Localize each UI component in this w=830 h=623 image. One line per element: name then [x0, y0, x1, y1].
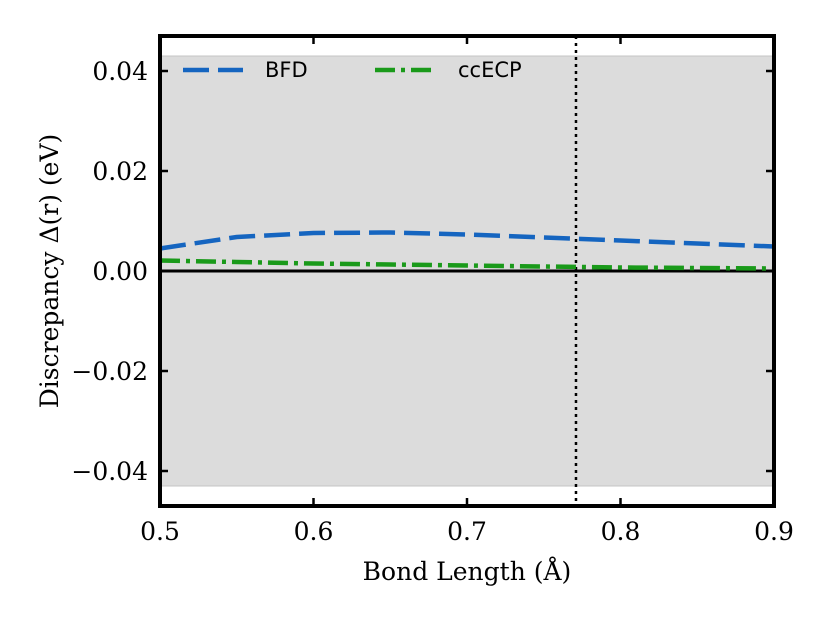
plot-area — [159, 36, 775, 506]
y-tick-label: −0.02 — [71, 357, 148, 386]
series-layer — [159, 230, 775, 271]
y-tick-label: −0.04 — [71, 457, 148, 486]
legend: BFD ccECP — [183, 58, 522, 82]
x-tick-label: 0.7 — [447, 517, 487, 546]
x-axis-title: Bond Length (Å) — [363, 556, 572, 586]
y-axis-title: Discrepancy Δ(r) (eV) — [35, 134, 64, 409]
series-line-bfd — [159, 230, 775, 251]
y-tick-label: 0.00 — [92, 257, 148, 286]
y-tick-label: 0.02 — [92, 157, 148, 186]
y-tick-label: 0.04 — [92, 57, 148, 86]
x-tick-label: 0.5 — [140, 517, 180, 546]
x-tick-label: 0.9 — [754, 517, 794, 546]
legend-label-ccecp: ccECP — [458, 58, 522, 82]
series-line-ccecp — [159, 258, 775, 271]
x-tick-label: 0.6 — [294, 517, 334, 546]
legend-label-bfd: BFD — [265, 58, 308, 82]
x-tick-label: 0.8 — [601, 517, 641, 546]
plot-frame — [158, 34, 776, 508]
